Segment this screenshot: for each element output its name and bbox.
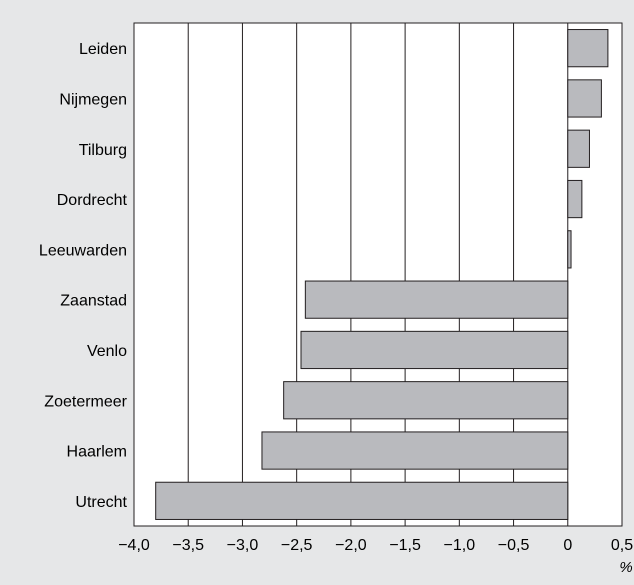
x-tick-label: −1,0 [444,537,476,554]
x-tick-label: −2,0 [335,537,367,554]
bar [567,179,583,219]
x-tick-label: −3,5 [172,537,204,554]
category-label: Dordrecht [57,192,128,209]
bar [567,129,590,168]
x-tick-label: 0 [563,537,572,554]
category-label: Zoetermeer [44,393,127,410]
bar [304,280,569,319]
x-tick-labels: −4,0 −3,5 −3,0 −2,5 −2,0 −1,5 −1,0 −0,5 0 0,5 [118,537,633,554]
bar [567,29,609,68]
category-label: Nijmegen [59,91,127,108]
plot-frame [133,22,623,527]
bars [155,29,609,520]
category-label: Leiden [79,41,127,58]
category-label: Zaanstad [60,293,127,310]
category-labels: Leiden Nijmegen Tilburg Dordrecht Leeuwarden… [39,41,128,511]
x-tick-label: −3,0 [227,537,259,554]
x-tick-label: −1,5 [389,537,421,554]
bar [567,230,572,269]
category-label: Tilburg [79,142,127,159]
x-tick-label: −2,5 [281,537,313,554]
category-label: Utrecht [75,494,127,511]
x-unit-label: % [619,559,632,576]
bar [300,330,569,370]
bar [567,79,602,118]
x-tick-label: −0,5 [498,537,530,554]
x-tick-label: 0,5 [611,537,633,554]
bar [261,431,569,470]
category-label: Leeuwarden [39,242,127,259]
bar [283,381,569,420]
bar [155,481,569,520]
category-label: Haarlem [67,444,127,461]
category-label: Venlo [87,343,127,360]
x-tick-label: −4,0 [118,537,150,554]
